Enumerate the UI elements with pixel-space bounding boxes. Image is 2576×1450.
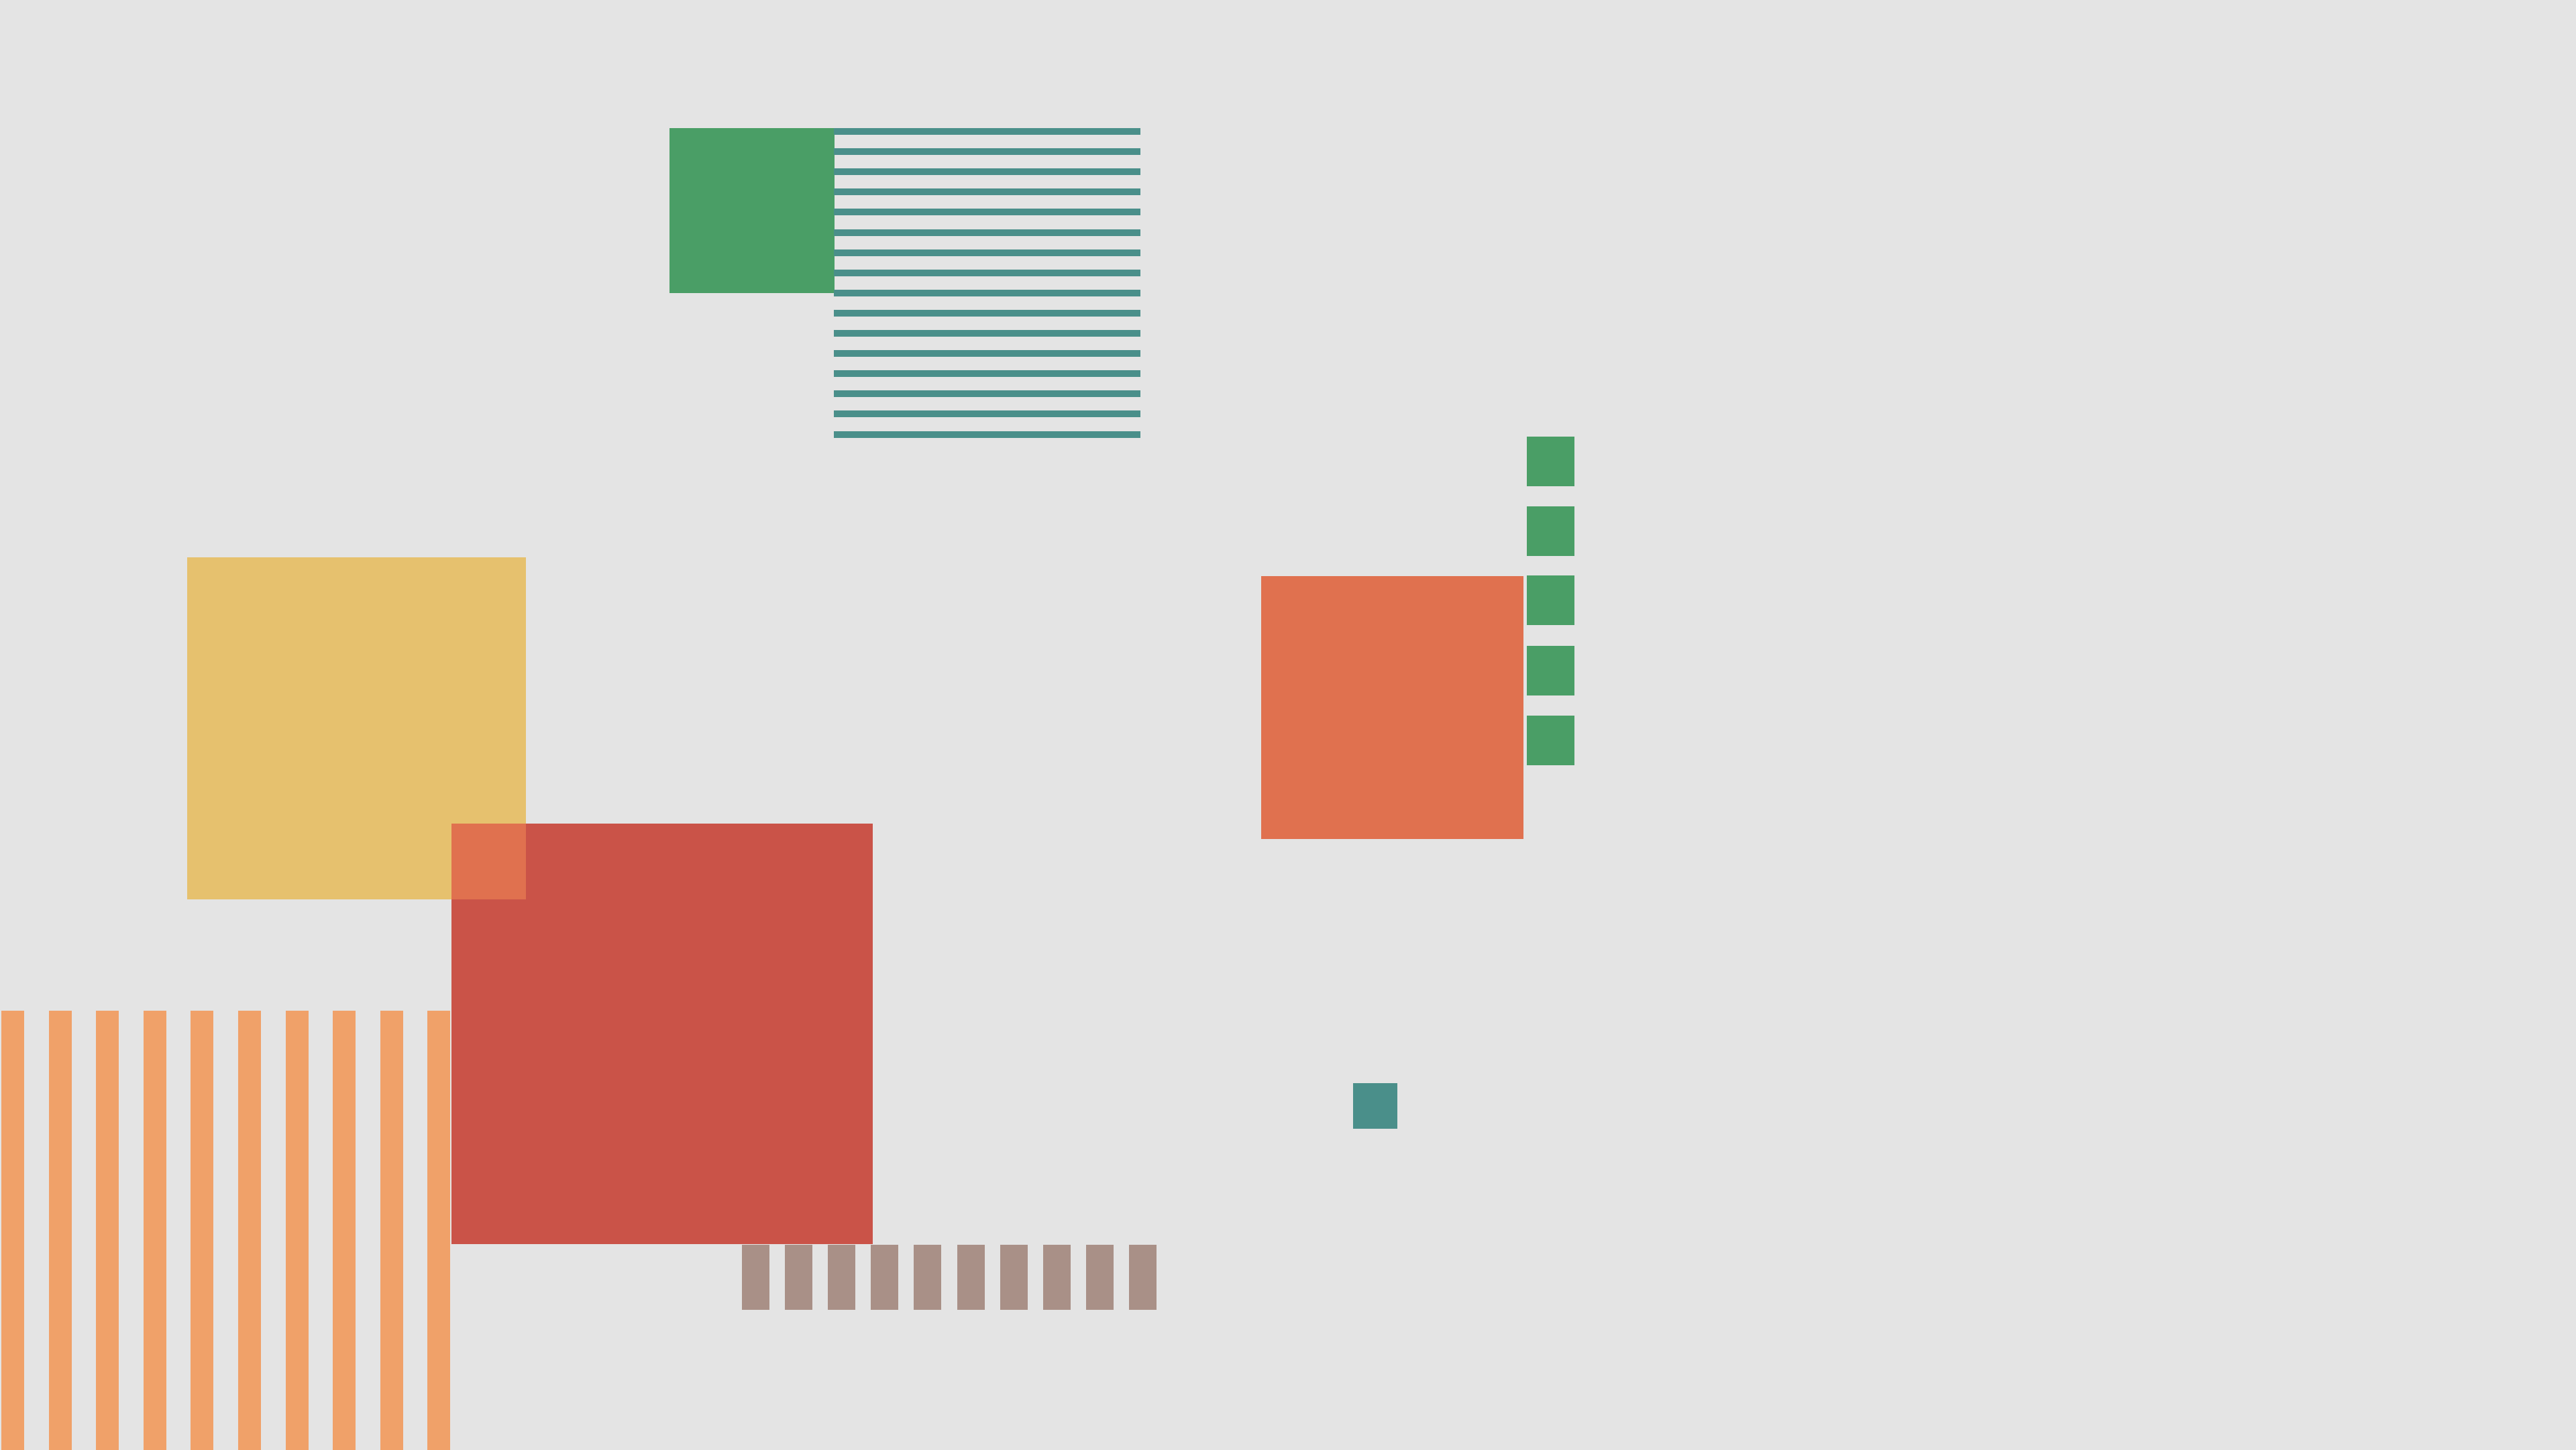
vertical-stripe [286,1011,309,1450]
small-square [1527,506,1574,556]
horizontal-stripe [834,330,1140,337]
horizontal-stripe [834,390,1140,397]
vertical-stripe [871,1245,898,1310]
vertical-stripe [96,1011,119,1450]
vertical-stripe [191,1011,213,1450]
vertical-stripe [957,1245,985,1310]
vertical-stripe [144,1011,166,1450]
taupe-dash-row [742,1245,1157,1310]
horizontal-stripe [834,128,1140,135]
teal-stripe-block [834,128,1140,438]
vertical-stripe [427,1011,450,1450]
orange-stripe-block [1,1011,450,1450]
horizontal-stripe [834,290,1140,296]
horizontal-stripe [834,350,1140,357]
green-square [669,128,835,293]
horizontal-stripe [834,148,1140,155]
horizontal-stripe [834,410,1140,417]
horizontal-stripe [834,370,1140,377]
small-square [1527,716,1574,765]
vertical-stripe [914,1245,941,1310]
small-square [1527,437,1574,486]
vertical-stripe [333,1011,356,1450]
horizontal-stripe [834,229,1140,236]
teal-small-square [1353,1083,1397,1129]
horizontal-stripe [834,270,1140,276]
vertical-stripe [49,1011,72,1450]
horizontal-stripe [834,188,1140,195]
vertical-stripe [1129,1245,1157,1310]
small-square [1527,575,1574,625]
vertical-stripe [380,1011,403,1450]
vertical-stripe [238,1011,261,1450]
horizontal-stripe [834,310,1140,317]
horizontal-stripe [834,168,1140,175]
green-small-square-column [1527,437,1574,765]
small-square [1527,646,1574,695]
vertical-stripe [742,1245,769,1310]
horizontal-stripe [834,249,1140,256]
vertical-stripe [828,1245,855,1310]
vertical-stripe [1000,1245,1028,1310]
orange-square [1261,576,1523,839]
yellow-red-overlap-square [451,824,526,899]
vertical-stripe [1,1011,24,1450]
vertical-stripe [1043,1245,1071,1310]
horizontal-stripe [834,209,1140,215]
horizontal-stripe [834,431,1140,438]
vertical-stripe [1086,1245,1114,1310]
vertical-stripe [785,1245,812,1310]
